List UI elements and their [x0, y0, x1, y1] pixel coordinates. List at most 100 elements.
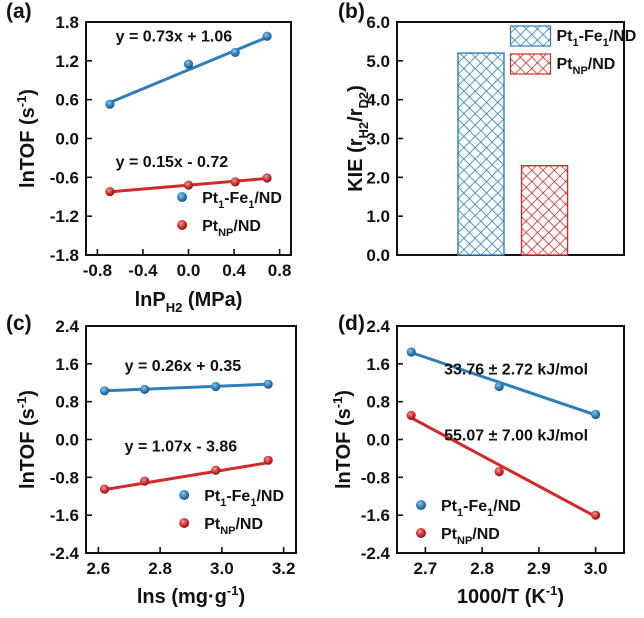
data-point-blue [99, 386, 110, 396]
data-point-red [494, 467, 504, 477]
y-tick-label: -1.8 [50, 246, 79, 265]
legend-label-blue: Pt1-Fe1/ND [202, 190, 282, 211]
y-tick-label: -1.6 [50, 506, 79, 525]
fit-line-blue [108, 35, 269, 105]
fit-annotation: y = 1.07x - 3.86 [125, 438, 238, 455]
data-point-red [230, 177, 240, 187]
panel-label-c: (c) [6, 312, 32, 335]
bar-blue [457, 52, 505, 256]
data-point-blue [183, 59, 194, 69]
x-tick-label: 3.0 [210, 559, 234, 578]
y-tick-label: 6.0 [366, 13, 390, 32]
y-tick-label: 0.0 [366, 431, 390, 450]
data-point-blue [140, 384, 150, 394]
data-point-red [140, 476, 150, 486]
data-point-red [263, 455, 273, 465]
x-tick-label: 3.0 [584, 559, 608, 578]
data-point-red [406, 410, 416, 420]
data-point-blue [211, 381, 221, 392]
data-point-red [99, 484, 110, 494]
x-tick-label: 2.6 [87, 559, 111, 578]
x-tick-label: 2.8 [470, 559, 494, 578]
x-tick-label: 0.0 [177, 261, 201, 280]
legend-marker-red [179, 518, 190, 528]
x-tick-label: -0.8 [83, 261, 112, 280]
y-tick-label: 5.0 [366, 52, 390, 71]
fit-line-blue [103, 382, 270, 393]
y-tick-label: 1.8 [55, 13, 79, 32]
legend-label-blue: Pt1-Fe1/ND [557, 28, 637, 49]
legend-label-blue: Pt1-Fe1/ND [204, 488, 284, 509]
y-axis-label-a: lnTOF (s-1) [14, 89, 39, 188]
data-point-blue [263, 379, 273, 389]
x-tick-label: 3.2 [272, 559, 296, 578]
panel-a: (a) -1.8 -1.2 -0.6 0.0 0.6 1.2 1.8 -0.8 -0.4 0.0 0.… [6, 0, 292, 315]
legend-marker-red [416, 528, 426, 538]
legend-swatch-red [509, 53, 552, 75]
y-tick-label: 0.8 [366, 393, 390, 412]
y-tick-label: 0.8 [55, 393, 79, 412]
y-tick-label: 1.6 [366, 355, 390, 374]
x-tick-label: 2.8 [148, 559, 172, 578]
legend-label-red: PtNP/ND [557, 56, 616, 77]
panel-label-d: (d) [338, 312, 365, 335]
panel-d: (d) -2.4 -1.6 -0.8 0.0 0.8 1.6 2.4 2.7 2.8 2.9 3.0 l… [330, 312, 625, 608]
y-tick-label: -0.8 [50, 468, 79, 487]
y-tick-label: 1.6 [55, 355, 79, 374]
x-tick-label: 2.9 [527, 559, 551, 578]
legend-marker-blue [177, 192, 188, 202]
panel-label-b: (b) [338, 0, 365, 23]
bar-red [520, 164, 569, 256]
x-tick-label: 2.7 [414, 559, 438, 578]
x-tick-label: -0.4 [128, 261, 158, 280]
y-tick-label: -1.6 [361, 506, 390, 525]
y-tick-label: -0.6 [50, 168, 79, 187]
y-tick-label: 0.0 [55, 431, 79, 450]
legend-label-red: PtNP/ND [441, 526, 500, 547]
legend-marker-blue [179, 490, 190, 500]
x-tick-label: 0.4 [222, 261, 246, 280]
legend-marker-blue [416, 500, 426, 510]
fit-annotation: y = 0.73x + 1.06 [116, 28, 233, 45]
panel-label-a: (a) [6, 0, 32, 23]
y-tick-label: 2.0 [366, 168, 390, 187]
fit-annotation: y = 0.26x + 0.35 [125, 358, 242, 375]
legend-swatch-blue [509, 25, 552, 47]
fit-line-red [409, 416, 598, 519]
data-point-blue [591, 409, 601, 420]
y-tick-label: -0.8 [361, 468, 390, 487]
panel-c: (c) -2.4 -1.6 -0.8 0.0 0.8 1.6 2.4 2.6 2.8 3.0 3.2 l… [6, 312, 297, 608]
y-tick-label: 0.6 [55, 91, 79, 110]
data-point-red [262, 173, 272, 183]
y-axis-label-b: KIE (rH2/rD2) [345, 85, 371, 192]
data-point-blue [230, 47, 240, 58]
legend-label-red: PtNP/ND [204, 516, 263, 537]
y-tick-label: 2.4 [55, 317, 79, 336]
y-tick-label: -2.4 [361, 544, 391, 563]
x-axis-label-a: lnPH2 (MPa) [135, 289, 243, 315]
fit-line-blue [409, 350, 598, 417]
fit-annotation: 55.07 ± 7.00 kJ/mol [444, 427, 588, 444]
x-axis-label-d: 1000/T (K-1) [457, 583, 564, 608]
y-tick-label: -2.4 [50, 544, 80, 563]
data-point-blue [494, 381, 504, 392]
y-axis-label-d: lnTOF (s-1) [330, 390, 355, 489]
x-axis-label-c: lns (mg·g-1) [137, 583, 245, 608]
fit-annotation: y = 0.15x - 0.72 [116, 154, 229, 171]
data-point-blue [105, 99, 115, 109]
fit-annotation: 33.76 ± 2.72 kJ/mol [444, 362, 588, 379]
y-axis-label-c: lnTOF (s-1) [14, 390, 39, 489]
data-point-red [105, 186, 115, 197]
legend-marker-red [177, 220, 188, 230]
y-tick-label: 1.0 [366, 207, 390, 226]
y-tick-label: 0.0 [55, 130, 79, 149]
y-tick-label: 3.0 [366, 130, 390, 149]
data-point-red [591, 510, 601, 520]
legend-label-blue: Pt1-Fe1/ND [441, 498, 521, 519]
y-tick-label: 1.2 [55, 52, 79, 71]
y-tick-label: 2.4 [366, 317, 390, 336]
data-point-blue [262, 31, 272, 41]
x-tick-label: 0.8 [268, 261, 292, 280]
y-tick-label: 0.0 [366, 246, 390, 265]
